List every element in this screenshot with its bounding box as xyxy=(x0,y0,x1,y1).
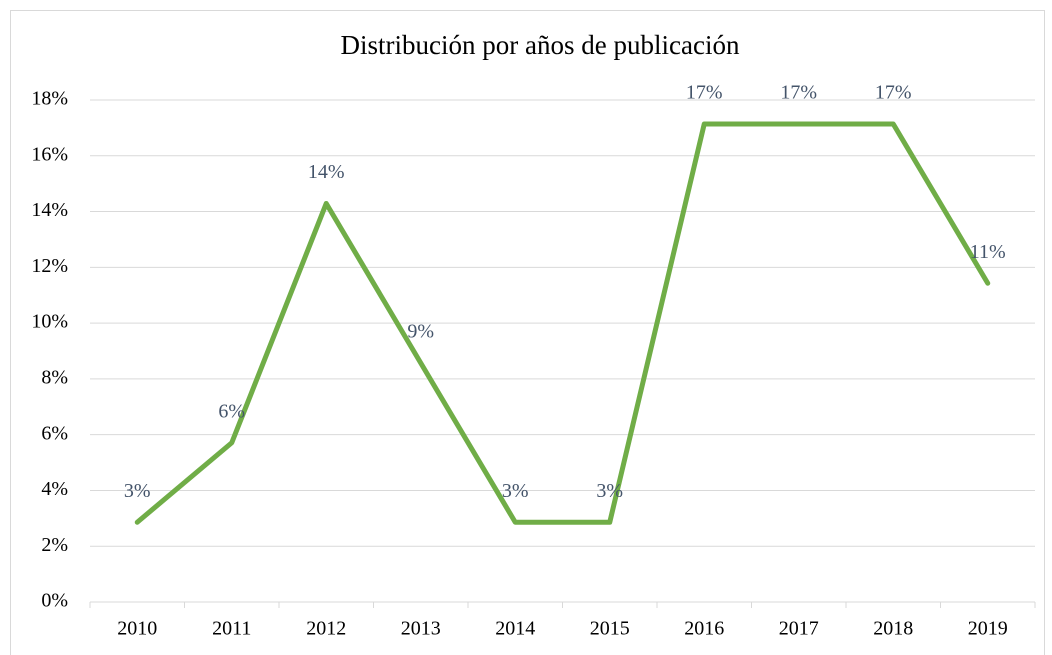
x-tick-label: 2019 xyxy=(968,618,1008,640)
y-tick-label: 8% xyxy=(41,366,68,388)
y-tick-label: 16% xyxy=(31,143,68,165)
x-tick-label: 2011 xyxy=(212,618,251,640)
y-tick-label: 6% xyxy=(41,422,68,444)
x-tick-label: 2013 xyxy=(401,618,441,640)
y-tick-label: 4% xyxy=(41,478,68,500)
data-label: 3% xyxy=(124,480,151,502)
data-line xyxy=(134,121,991,525)
y-tick-label: 0% xyxy=(41,590,68,612)
data-label: 3% xyxy=(502,480,529,502)
y-tick-label: 18% xyxy=(31,88,68,110)
x-tick-label: 2017 xyxy=(779,618,819,640)
data-label: 9% xyxy=(407,321,434,343)
x-tick-label: 2016 xyxy=(684,618,724,640)
data-label: 17% xyxy=(780,82,817,104)
y-tick-label: 12% xyxy=(31,255,68,277)
x-tick-label: 2015 xyxy=(590,618,630,640)
chart-border xyxy=(10,10,1045,655)
x-tick-label: 2018 xyxy=(873,618,913,640)
data-label: 3% xyxy=(596,480,623,502)
y-tick-label: 10% xyxy=(31,311,68,333)
data-label: 17% xyxy=(875,82,912,104)
x-tick-label: 2012 xyxy=(306,618,346,640)
data-label: 6% xyxy=(218,400,245,422)
chart-title: Distribución por años de publicación xyxy=(341,30,740,60)
x-tick-label: 2010 xyxy=(117,618,157,640)
y-tick-label: 14% xyxy=(31,199,68,221)
y-tick-label: 2% xyxy=(41,534,68,556)
data-label: 17% xyxy=(686,82,723,104)
x-tick-label: 2014 xyxy=(495,618,535,640)
data-label: 11% xyxy=(970,241,1006,263)
data-label: 14% xyxy=(308,161,345,183)
